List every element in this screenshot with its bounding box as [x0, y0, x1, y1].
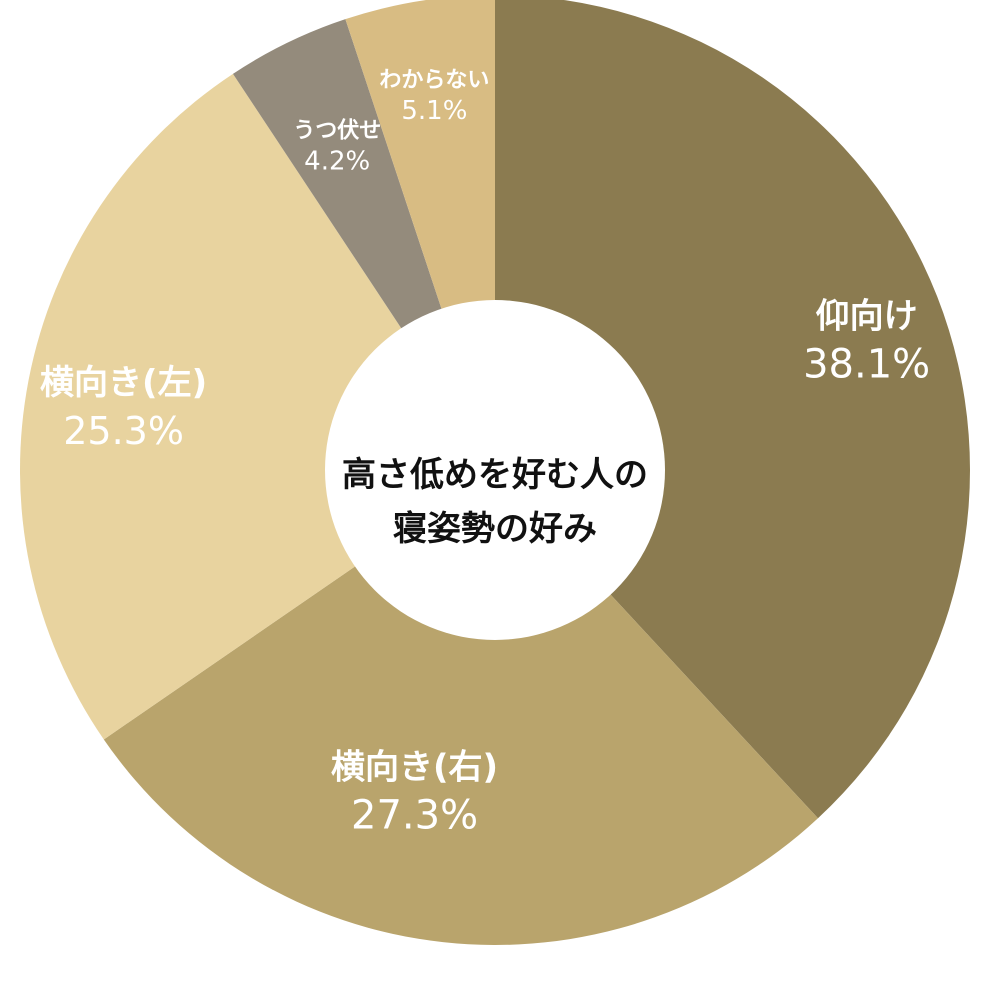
slice-value-label: 38.1% [803, 341, 930, 387]
chart-labels: 仰向け 38.1% 横向き(右) 27.3% 横向き(左) 25.3% うつ伏せ 4.2% わか… [40, 68, 930, 839]
slice-label: 横向き(左) [40, 363, 207, 403]
pie-slice [495, 0, 970, 819]
slice-value-label: 4.2% [304, 146, 370, 176]
chart-title: 高さ低めを好む人の 寝姿勢の好み [342, 455, 648, 549]
slice-value-label: 25.3% [63, 409, 184, 453]
slice-value-label: 5.1% [401, 96, 467, 126]
slice-label: 仰向け [816, 296, 918, 336]
slice-label: うつ伏せ [293, 117, 381, 143]
chart-title-line-2: 寝姿勢の好み [393, 509, 597, 549]
donut-hole [325, 300, 665, 640]
slice-value-label: 27.3% [351, 793, 478, 839]
pie-slice [103, 470, 818, 945]
slice-label: わからない [379, 68, 489, 93]
slice-label: 横向き(右) [331, 748, 498, 788]
pie-slice [20, 73, 496, 740]
chart-title-line-1: 高さ低めを好む人の [342, 455, 648, 495]
